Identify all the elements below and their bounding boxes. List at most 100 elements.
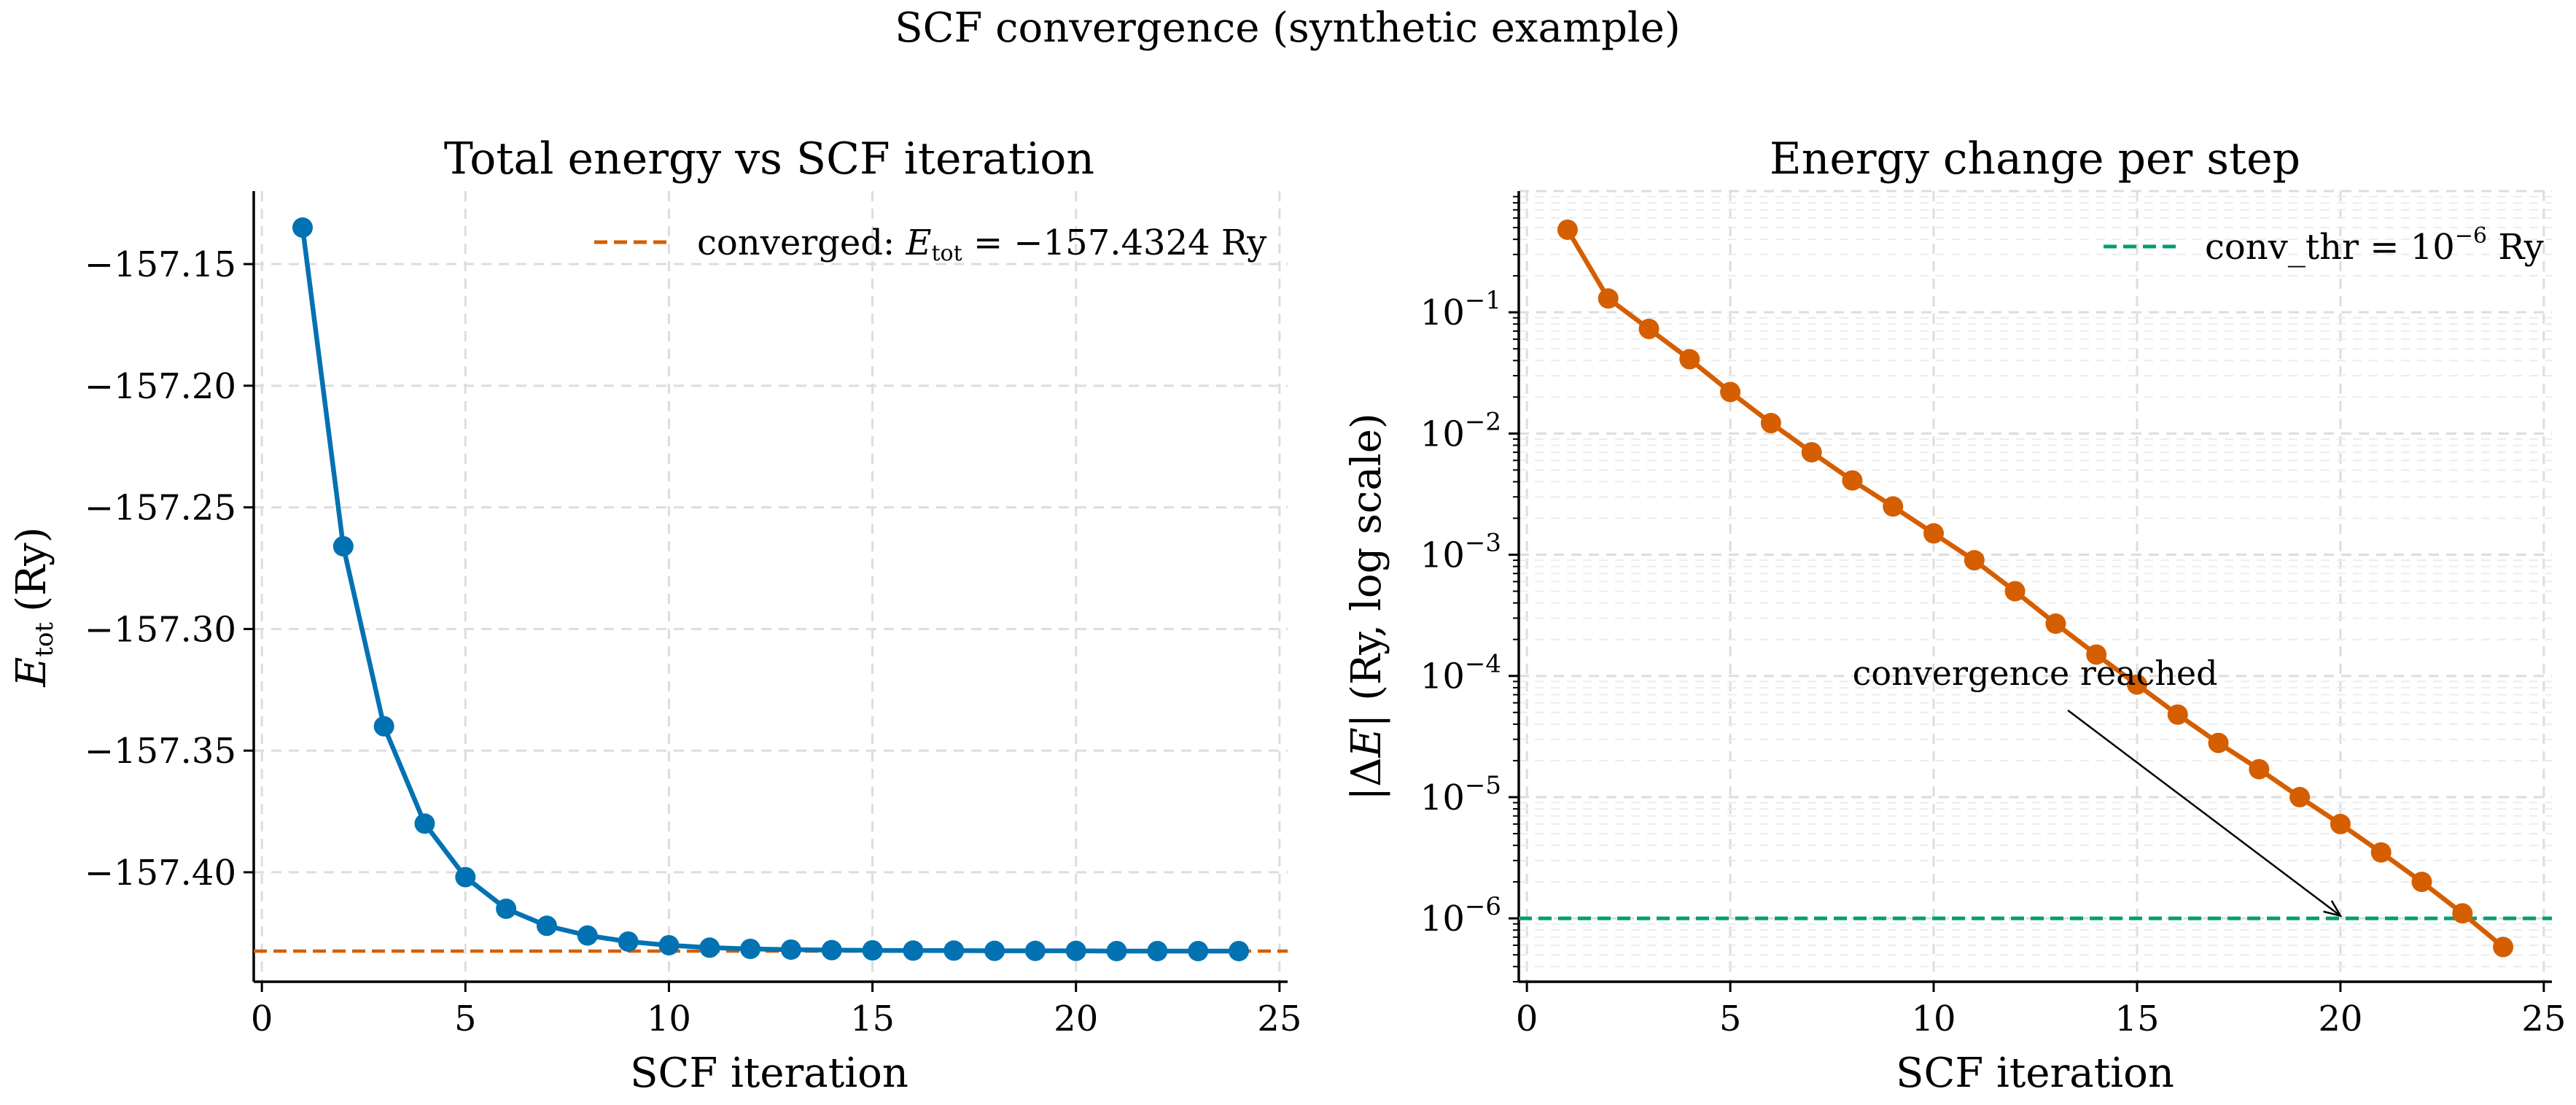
energy-ylabel-unit: (Ry) bbox=[8, 527, 55, 612]
delta-chart-title: Energy change per step bbox=[1770, 133, 2300, 185]
energy-data-point bbox=[1188, 940, 1209, 961]
delta-data-point bbox=[2126, 674, 2147, 695]
delta-ytick-label: 10−4 bbox=[1420, 650, 1501, 697]
delta-ytick-label: 10−5 bbox=[1420, 771, 1501, 818]
energy-ytick-label: −157.30 bbox=[85, 609, 236, 650]
energy-ytick-label: −157.15 bbox=[85, 244, 236, 285]
delta-data-point bbox=[2086, 644, 2107, 665]
energy-xtick-label: 20 bbox=[1054, 999, 1098, 1039]
delta-data-point bbox=[1923, 523, 1945, 544]
energy-data-point bbox=[943, 940, 965, 961]
delta-data-point bbox=[1638, 318, 1659, 339]
delta-xtick-label: 0 bbox=[1516, 999, 1538, 1039]
delta-data-point bbox=[2493, 937, 2514, 958]
delta-xtick-label: 10 bbox=[1911, 999, 1956, 1039]
energy-chart-ticks: 0 5 10 15 20 25 −157.15 −157.20 −157.25 −157.30 −1… bbox=[85, 244, 1302, 1039]
delta-data-point bbox=[2208, 732, 2229, 753]
energy-chart-axes bbox=[252, 191, 1288, 983]
delta-chart-annotation: convergence reached bbox=[1853, 654, 2343, 918]
energy-data-point bbox=[740, 938, 761, 959]
energy-data-point bbox=[292, 217, 313, 239]
energy-data-point bbox=[1065, 940, 1086, 961]
delta-chart-ticks: 0 5 10 15 20 25 10−1 10−2 10−3 10−4 10−5 10−6 bbox=[1420, 195, 2566, 1039]
annotation-label: convergence reached bbox=[1853, 654, 2218, 693]
delta-data-point bbox=[1801, 442, 1822, 463]
delta-data-point bbox=[1720, 381, 1741, 403]
energy-data-point bbox=[455, 866, 476, 888]
delta-data-point bbox=[2452, 903, 2473, 924]
delta-data-point bbox=[2411, 872, 2432, 893]
delta-data-point bbox=[1760, 413, 1781, 434]
energy-ytick-label: −157.35 bbox=[85, 731, 236, 772]
delta-data-point bbox=[2249, 759, 2270, 780]
annotation-arrow-head bbox=[2323, 900, 2343, 918]
energy-data-point bbox=[821, 939, 842, 961]
energy-data-point bbox=[577, 925, 598, 946]
energy-data-point bbox=[332, 535, 354, 557]
energy-chart-grid bbox=[254, 191, 1288, 982]
energy-data-point bbox=[373, 716, 394, 737]
delta-data-point bbox=[1883, 496, 1904, 517]
energy-xtick-label: 15 bbox=[850, 999, 895, 1039]
energy-data-point bbox=[699, 937, 720, 958]
energy-data-point bbox=[1106, 940, 1127, 961]
energy-data-point bbox=[1229, 940, 1250, 961]
delta-chart-ylabel: |ΔE| (Ry, log scale) bbox=[1343, 413, 1390, 800]
energy-ytick-label: −157.25 bbox=[85, 488, 236, 529]
energy-xtick-label: 0 bbox=[251, 999, 273, 1039]
delta-data-point bbox=[1679, 349, 1700, 370]
delta-data-point bbox=[1842, 470, 1863, 491]
delta-data-point bbox=[2330, 813, 2351, 834]
delta-chart-marks bbox=[1519, 219, 2552, 958]
delta-data-point bbox=[2289, 786, 2311, 807]
energy-data-point bbox=[536, 915, 557, 937]
legend-threshold-label: conv_thr = 10−6 Ry bbox=[2205, 223, 2544, 268]
delta-chart-axes bbox=[1517, 191, 2552, 983]
figure-suptitle: SCF convergence (synthetic example) bbox=[895, 4, 1680, 52]
delta-data-point bbox=[2370, 842, 2392, 863]
energy-xtick-label: 5 bbox=[454, 999, 477, 1039]
delta-xtick-label: 20 bbox=[2318, 999, 2362, 1039]
energy-chart-marks bbox=[254, 217, 1288, 961]
energy-data-point bbox=[984, 940, 1005, 961]
delta-xtick-label: 15 bbox=[2114, 999, 2159, 1039]
delta-ytick-label: 10−6 bbox=[1420, 892, 1501, 939]
energy-data-point bbox=[862, 939, 883, 961]
delta-ytick-label: 10−3 bbox=[1420, 529, 1501, 576]
energy-data-point bbox=[496, 898, 517, 919]
annotation-arrow-shaft bbox=[2067, 709, 2341, 917]
delta-chart-grid bbox=[1519, 190, 2552, 982]
energy-data-point bbox=[414, 813, 435, 834]
energy-data-point bbox=[903, 940, 924, 961]
legend-converged-label: converged: Etot = −157.4324 Ry bbox=[697, 222, 1266, 266]
energy-ylabel-symbol: E bbox=[8, 657, 55, 688]
energy-data-point bbox=[1024, 940, 1046, 961]
energy-chart-xlabel: SCF iteration bbox=[630, 1050, 908, 1097]
delta-series-line bbox=[1565, 228, 2505, 949]
energy-chart-ylabel: Etot (Ry) bbox=[8, 527, 59, 687]
energy-data-point bbox=[780, 939, 801, 960]
energy-ytick-label: −157.20 bbox=[85, 366, 236, 407]
delta-data-point bbox=[2167, 704, 2188, 725]
energy-series-line bbox=[300, 227, 1239, 954]
delta-chart: Energy change per step 0 5 10 15 20 25 10−1 10−… bbox=[1343, 133, 2566, 1097]
delta-chart-legend: conv_thr = 10−6 Ry bbox=[2104, 223, 2544, 268]
energy-chart: Total energy vs SCF iteration 0 5 10 15 20 25… bbox=[8, 133, 1301, 1097]
delta-data-point bbox=[1964, 550, 1985, 571]
energy-data-point bbox=[1147, 940, 1168, 961]
energy-xtick-label: 10 bbox=[647, 999, 691, 1039]
delta-chart-xlabel: SCF iteration bbox=[1896, 1050, 2174, 1097]
energy-data-point bbox=[618, 931, 639, 952]
energy-xtick-label: 25 bbox=[1257, 999, 1301, 1039]
energy-ylabel-subscript: tot bbox=[30, 622, 59, 657]
energy-chart-legend: converged: Etot = −157.4324 Ry bbox=[594, 222, 1266, 266]
delta-ytick-label: 10−2 bbox=[1420, 407, 1501, 454]
delta-data-point bbox=[2045, 613, 2066, 635]
delta-xtick-label: 25 bbox=[2521, 999, 2566, 1039]
delta-data-point bbox=[1598, 288, 1619, 309]
energy-chart-title: Total energy vs SCF iteration bbox=[444, 133, 1094, 185]
delta-data-point bbox=[1557, 219, 1578, 240]
energy-data-point bbox=[658, 934, 680, 955]
delta-xtick-label: 5 bbox=[1719, 999, 1742, 1039]
